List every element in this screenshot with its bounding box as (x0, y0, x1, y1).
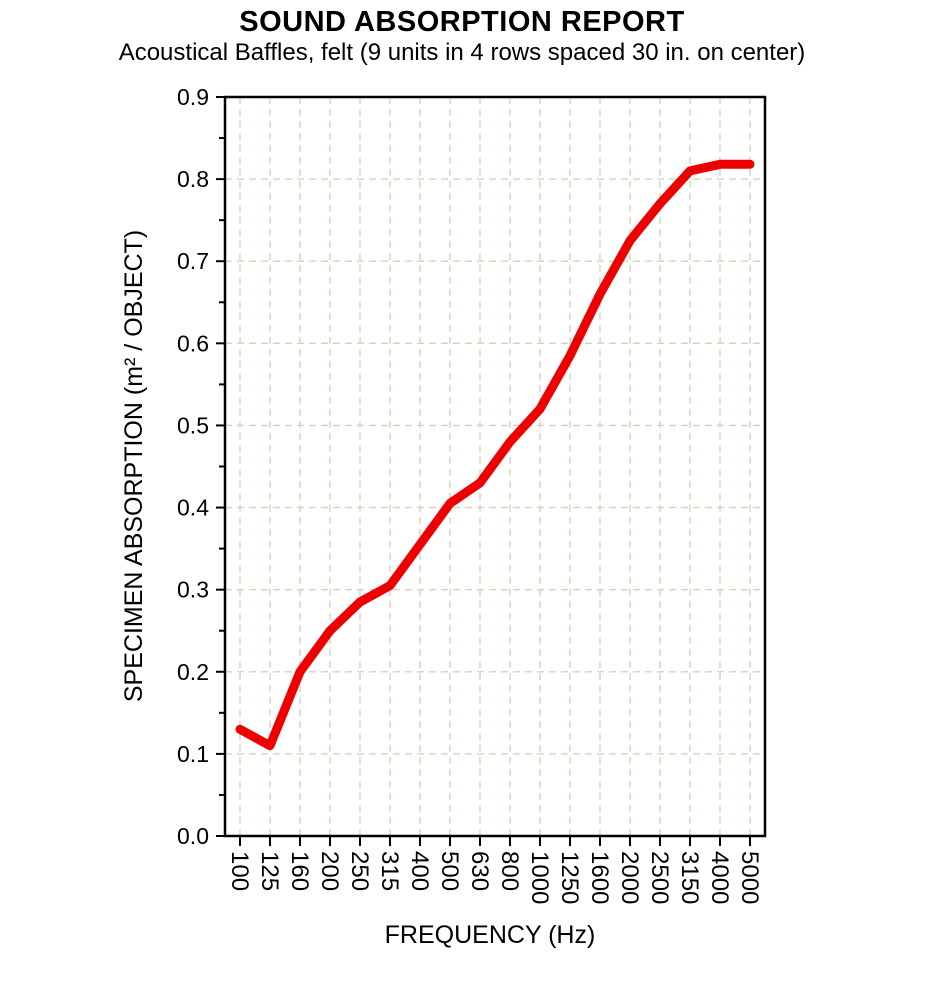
x-axis-title: FREQUENCY (Hz) (385, 921, 596, 949)
x-tick-label: 3150 (676, 851, 703, 904)
x-tick-label: 160 (286, 851, 313, 891)
x-tick-label: 315 (376, 851, 403, 891)
y-axis-title: SPECIMEN ABSORPTION (m² / OBJECT) (120, 230, 148, 702)
chart-subtitle: Acoustical Baffles, felt (9 units in 4 r… (119, 39, 806, 66)
x-tick-labels: 100 125 160 200 250 315 400 500 630 800 1000 1250 16… (226, 851, 763, 904)
series-lines (235, 159, 755, 751)
x-tick-label: 2000 (616, 851, 643, 904)
x-tick-label: 100 (226, 851, 253, 891)
chart-title: SOUND ABSORPTION REPORT (239, 6, 684, 38)
y-tick-label: 0.7 (177, 248, 209, 274)
x-tick-label: 800 (496, 851, 523, 891)
x-tick-label: 1600 (586, 851, 613, 904)
y-tick-label: 0.0 (177, 823, 209, 849)
y-tick-label: 0.4 (177, 495, 209, 521)
y-tick-label: 0.5 (177, 412, 209, 438)
x-tick-label: 125 (256, 851, 283, 891)
x-tick-label: 1000 (526, 851, 553, 904)
x-tick-label: 500 (436, 851, 463, 891)
x-tick-label: 5000 (736, 851, 763, 904)
x-tick-label: 1250 (556, 851, 583, 904)
x-tick-label: 2500 (646, 851, 673, 904)
y-tick-label: 0.9 (177, 84, 209, 110)
y-tick-labels: 0.0 0.1 0.2 0.3 0.4 0.5 0.6 0.7 0.8 0.9 (177, 84, 209, 849)
x-tick-label: 400 (406, 851, 433, 891)
x-tick-label: 630 (466, 851, 493, 891)
y-tick-label: 0.8 (177, 166, 209, 192)
x-tick-label: 250 (346, 851, 373, 891)
x-tick-label: 4000 (706, 851, 733, 904)
y-tick-label: 0.2 (177, 659, 209, 685)
y-tick-label: 0.3 (177, 577, 209, 603)
gridlines (225, 97, 765, 836)
y-tick-label: 0.6 (177, 330, 209, 356)
y-tick-label: 0.1 (177, 741, 209, 767)
x-tick-label: 200 (316, 851, 343, 891)
absorption-curve (235, 159, 755, 751)
axis-ticks (216, 96, 751, 846)
